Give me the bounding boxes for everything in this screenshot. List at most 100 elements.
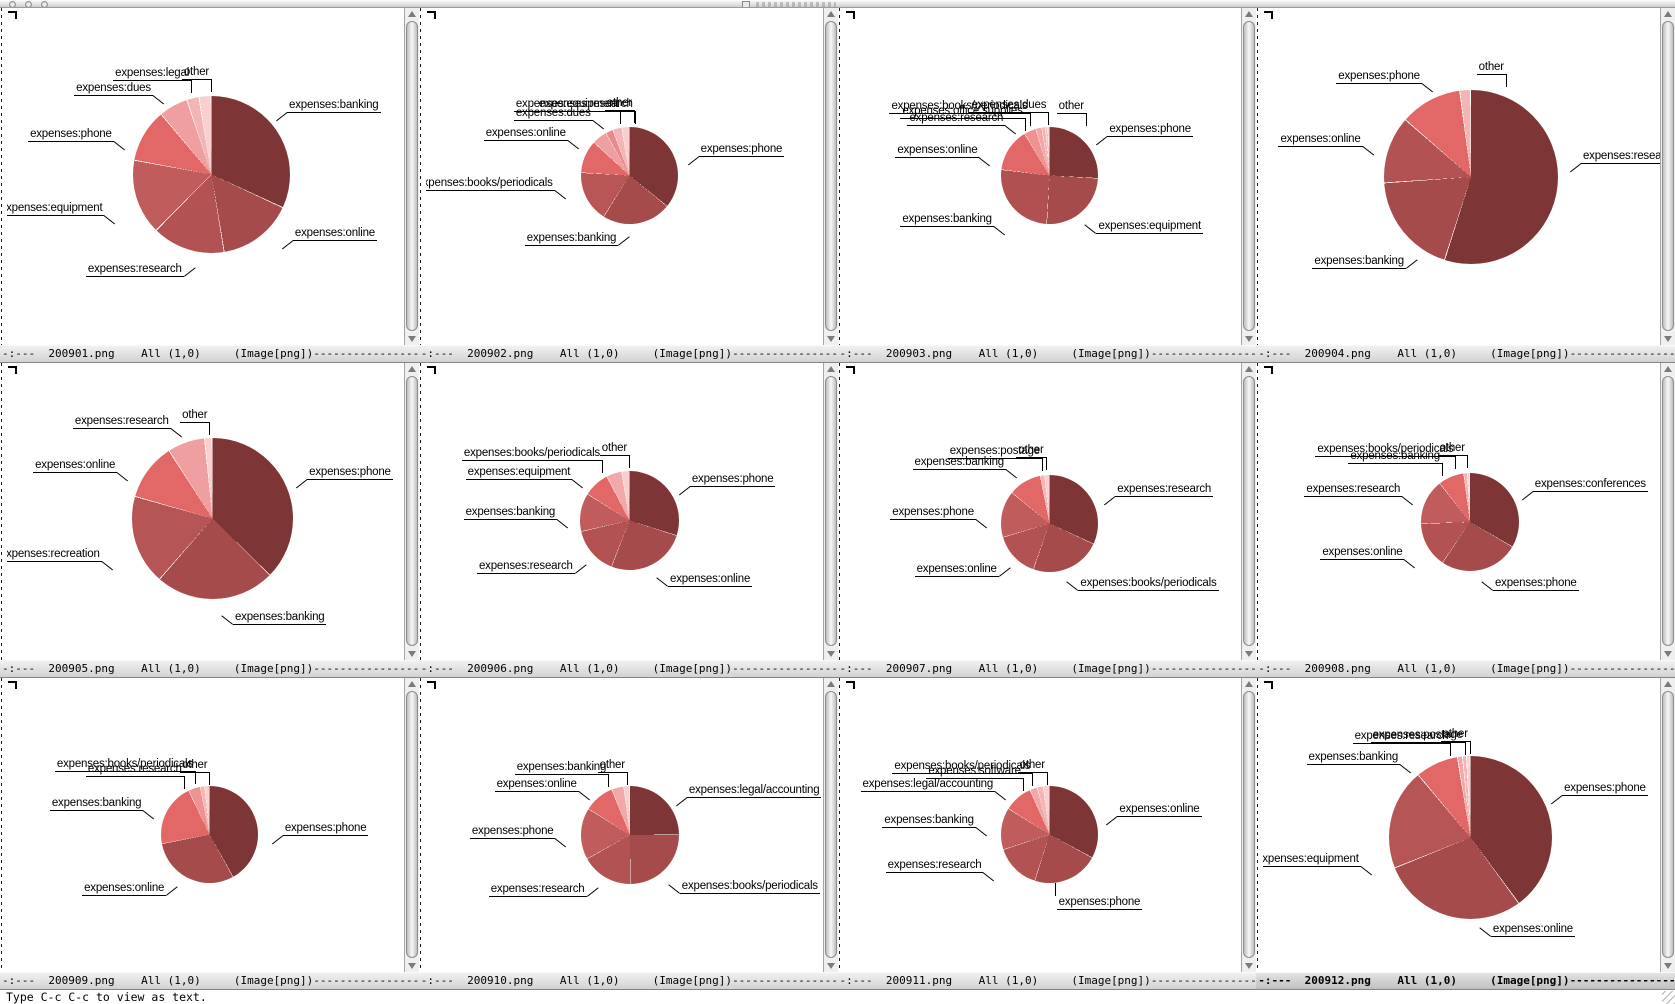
scrollbar-thumb[interactable] [824, 21, 837, 331]
mode-line[interactable]: -:--- 200911.png All (1,0) (Image[png])-… [837, 972, 1257, 990]
mode-line[interactable]: -:--- 200901.png All (1,0) (Image[png])-… [0, 345, 419, 363]
mode-line[interactable]: -:--- 200903.png All (1,0) (Image[png])-… [837, 345, 1257, 363]
scrollbar-up-arrow-icon[interactable] [824, 363, 838, 375]
pie-label: other [604, 96, 636, 123]
scrollbar[interactable] [1660, 363, 1675, 660]
image-buffer[interactable]: expenses:books/periodicals expenses:resea… [7, 678, 404, 972]
image-buffer[interactable]: expenses:equipment expenses:research other… [425, 8, 823, 345]
scrollbar-thumb[interactable] [405, 376, 418, 646]
window-minimize-button[interactable] [25, 1, 32, 7]
image-buffer[interactable]: expenses:books/periodicals other expenses:… [425, 363, 823, 660]
modeline-gap [1038, 347, 1071, 360]
scrollbar-up-arrow-icon[interactable] [824, 678, 838, 690]
scrollbar-up-arrow-icon[interactable] [1242, 678, 1256, 690]
scrollbar-thumb[interactable] [824, 376, 837, 646]
scrollbar[interactable] [1660, 678, 1675, 972]
scrollbar[interactable] [403, 363, 419, 660]
scrollbar-down-arrow-icon[interactable] [405, 333, 419, 345]
scrollbar-up-arrow-icon[interactable] [405, 8, 419, 20]
scrollbar-up-arrow-icon[interactable] [824, 8, 838, 20]
pie-label: expenses:software [926, 765, 1024, 792]
pie-label: expenses:banking [1348, 450, 1443, 477]
scrollbar-up-arrow-icon[interactable] [1661, 678, 1675, 690]
scrollbar-thumb[interactable] [405, 691, 418, 958]
mode-line[interactable]: -:--- 200904.png All (1,0) (Image[png])-… [1256, 345, 1675, 363]
pie-label: expenses:equipment [1263, 853, 1361, 867]
mode-line[interactable]: -:--- 200910.png All (1,0) (Image[png])-… [418, 972, 838, 990]
scrollbar[interactable] [822, 678, 838, 972]
buffer-name: 200910.png [467, 974, 534, 987]
mode-line[interactable]: -:--- 200907.png All (1,0) (Image[png])-… [837, 660, 1257, 678]
scrollbar[interactable] [822, 363, 838, 660]
scrollbar-thumb[interactable] [1662, 376, 1674, 646]
pie-chart [161, 786, 259, 884]
mode-line[interactable]: -:--- 200905.png All (1,0) (Image[png])-… [0, 660, 419, 678]
image-buffer[interactable]: expenses:research expenses:postage other ex… [1263, 678, 1660, 972]
scrollbar-down-arrow-icon[interactable] [1242, 333, 1256, 345]
pie-label: expenses:phone [890, 505, 976, 520]
major-mode: (Image[png]) [233, 347, 314, 360]
scrollbar-thumb[interactable] [1662, 691, 1674, 958]
pie-label: expenses:phone [698, 143, 785, 158]
image-buffer[interactable]: expenses:legal other expenses:dues expenses… [7, 8, 404, 345]
image-buffer[interactable]: expenses:postage other expenses:banking exp… [844, 363, 1242, 660]
scrollbar-up-arrow-icon[interactable] [405, 678, 419, 690]
scrollbar[interactable] [403, 678, 419, 972]
mode-line[interactable]: -:--- 200906.png All (1,0) (Image[png])-… [418, 660, 838, 678]
scrollbar-thumb[interactable] [824, 691, 837, 958]
buffer-name: 200903.png [885, 347, 953, 360]
scrollbar-up-arrow-icon[interactable] [1242, 363, 1256, 375]
scrollbar[interactable] [1660, 8, 1675, 345]
image-buffer[interactable]: expenses:books/periodicals expenses:softw… [844, 678, 1242, 972]
scrollbar-thumb[interactable] [1243, 376, 1256, 646]
scrollbar-up-arrow-icon[interactable] [1242, 8, 1256, 20]
pie-chart [580, 785, 679, 884]
resize-grip[interactable] [1662, 991, 1675, 1004]
window-body: expenses:legal other expenses:dues expenses… [0, 8, 419, 345]
scrollbar-down-arrow-icon[interactable] [405, 960, 419, 972]
modeline-gap [115, 974, 142, 987]
window-body: expenses:books/periodicals other expenses:… [418, 363, 838, 660]
scrollbar-thumb[interactable] [1243, 21, 1256, 331]
scrollbar[interactable] [1241, 8, 1257, 345]
scrollbar-up-arrow-icon[interactable] [405, 363, 419, 375]
scrollbar-down-arrow-icon[interactable] [1661, 648, 1675, 660]
scrollbar-down-arrow-icon[interactable] [1242, 648, 1256, 660]
pie-chart [581, 126, 679, 224]
pie-chart [1001, 474, 1098, 572]
scrollbar[interactable] [1241, 363, 1257, 660]
image-buffer[interactable]: expenses:research other expenses:online exp… [7, 363, 404, 660]
mode-line[interactable]: -:--- 200902.png All (1,0) (Image[png])-… [418, 345, 838, 363]
pie-label: expenses:online [1278, 133, 1363, 148]
scroll-position: All (1,0) [141, 347, 201, 360]
image-buffer[interactable]: expenses:phone other expenses:online expens… [1263, 8, 1660, 345]
scrollbar[interactable] [403, 8, 419, 345]
scrollbar[interactable] [822, 8, 838, 345]
scrollbar-down-arrow-icon[interactable] [824, 960, 838, 972]
modeline-gap [115, 347, 142, 360]
scrollbar-thumb[interactable] [1662, 21, 1674, 331]
window-zoom-button[interactable] [41, 1, 48, 7]
echo-area[interactable]: Type C-c C-c to view as text. [0, 990, 1675, 1004]
image-buffer[interactable]: expenses:banking other expenses:online expe… [425, 678, 823, 972]
pie-label: expenses:research [488, 882, 587, 897]
titlebar[interactable] [0, 0, 1675, 8]
scrollbar-down-arrow-icon[interactable] [824, 648, 838, 660]
scrollbar-down-arrow-icon[interactable] [1242, 960, 1256, 972]
window-close-button[interactable] [9, 1, 16, 7]
scrollbar-down-arrow-icon[interactable] [405, 648, 419, 660]
image-buffer[interactable]: expenses:books/periodicals other expenses:… [1263, 363, 1660, 660]
scrollbar-thumb[interactable] [405, 21, 418, 331]
mode-line[interactable]: -:--- 200908.png All (1,0) (Image[png])-… [1256, 660, 1675, 678]
mode-line[interactable]: -:--- 200909.png All (1,0) (Image[png])-… [0, 972, 419, 990]
scrollbar-up-arrow-icon[interactable] [1661, 8, 1675, 20]
buffer-name: 200912.png [1304, 974, 1371, 987]
mode-line[interactable]: -:--- 200912.png All (1,0) (Image[png])-… [1256, 972, 1675, 990]
scrollbar[interactable] [1241, 678, 1257, 972]
image-buffer[interactable]: expenses:books/periodicals expenses:dues e… [844, 8, 1242, 345]
scrollbar-up-arrow-icon[interactable] [1661, 363, 1675, 375]
scrollbar-down-arrow-icon[interactable] [824, 333, 838, 345]
scrollbar-down-arrow-icon[interactable] [1661, 960, 1675, 972]
scrollbar-down-arrow-icon[interactable] [1661, 333, 1675, 345]
scrollbar-thumb[interactable] [1243, 691, 1256, 958]
